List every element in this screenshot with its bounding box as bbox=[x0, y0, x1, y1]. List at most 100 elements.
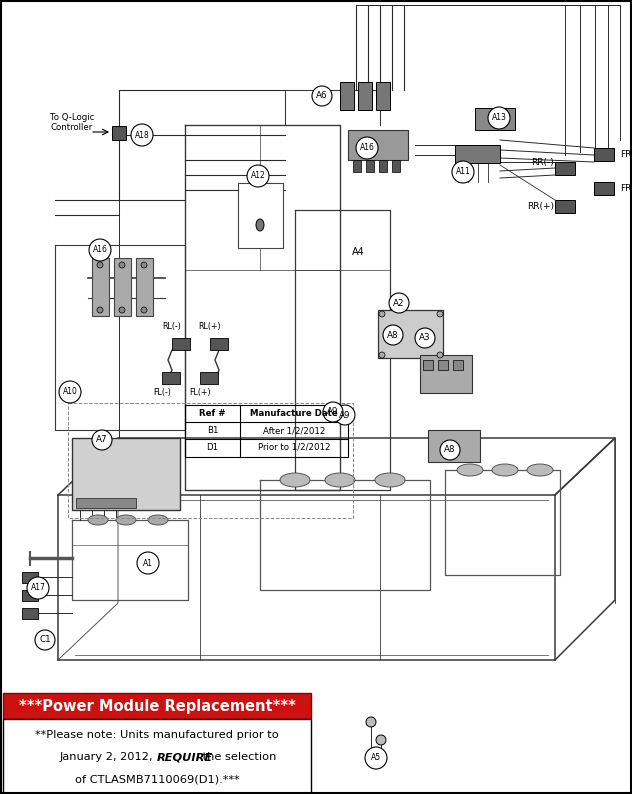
Circle shape bbox=[312, 86, 332, 106]
Ellipse shape bbox=[116, 515, 136, 525]
Text: A8: A8 bbox=[444, 445, 456, 454]
Text: **Please note: Units manufactured prior to: **Please note: Units manufactured prior … bbox=[35, 730, 279, 740]
Text: A3: A3 bbox=[419, 333, 431, 342]
Bar bbox=[162, 372, 180, 384]
Ellipse shape bbox=[375, 473, 405, 487]
Bar bbox=[348, 130, 408, 160]
Text: D1: D1 bbox=[207, 443, 219, 452]
Circle shape bbox=[97, 307, 103, 313]
Circle shape bbox=[335, 405, 355, 425]
Text: FL(+): FL(+) bbox=[189, 388, 211, 398]
Bar bbox=[420, 355, 472, 393]
Bar bbox=[200, 372, 218, 384]
Text: January 2, 2012,: January 2, 2012, bbox=[60, 752, 157, 762]
Circle shape bbox=[488, 107, 510, 129]
Text: A11: A11 bbox=[456, 168, 470, 176]
Text: A16: A16 bbox=[360, 144, 374, 152]
Text: A9: A9 bbox=[339, 410, 351, 419]
Text: Ref #: Ref # bbox=[199, 409, 226, 418]
Bar bbox=[22, 590, 38, 601]
Bar bbox=[22, 608, 38, 619]
Text: B1: B1 bbox=[207, 426, 218, 435]
Circle shape bbox=[452, 161, 474, 183]
Text: A18: A18 bbox=[135, 130, 149, 140]
Text: RL(-): RL(-) bbox=[162, 322, 181, 330]
Bar bbox=[340, 82, 354, 110]
Bar bbox=[114, 258, 131, 316]
Circle shape bbox=[437, 311, 443, 317]
Bar bbox=[366, 160, 374, 172]
Circle shape bbox=[376, 735, 386, 745]
Circle shape bbox=[141, 307, 147, 313]
Text: A8: A8 bbox=[387, 330, 399, 340]
Circle shape bbox=[366, 717, 376, 727]
Bar bbox=[455, 145, 500, 163]
Text: To Q-Logic: To Q-Logic bbox=[50, 113, 94, 121]
Bar bbox=[3, 719, 311, 794]
Text: ***Power Module Replacement***: ***Power Module Replacement*** bbox=[18, 699, 295, 714]
Ellipse shape bbox=[527, 464, 553, 476]
Text: A5: A5 bbox=[371, 754, 381, 762]
Circle shape bbox=[379, 352, 385, 358]
Bar bbox=[423, 360, 433, 370]
Bar bbox=[555, 162, 575, 175]
Text: C1: C1 bbox=[39, 635, 51, 645]
Text: A16: A16 bbox=[92, 245, 107, 255]
Ellipse shape bbox=[280, 473, 310, 487]
Circle shape bbox=[365, 747, 387, 769]
Ellipse shape bbox=[88, 515, 108, 525]
Circle shape bbox=[415, 328, 435, 348]
Text: A2: A2 bbox=[393, 299, 404, 307]
Circle shape bbox=[131, 124, 153, 146]
Text: RL(+): RL(+) bbox=[198, 322, 221, 330]
Bar bbox=[594, 182, 614, 195]
Text: FR(+): FR(+) bbox=[620, 183, 632, 192]
Ellipse shape bbox=[148, 515, 168, 525]
Bar bbox=[112, 126, 126, 140]
Bar bbox=[376, 82, 390, 110]
Bar bbox=[92, 258, 109, 316]
Text: FR(-): FR(-) bbox=[620, 149, 632, 159]
Circle shape bbox=[59, 381, 81, 403]
Circle shape bbox=[92, 430, 112, 450]
Text: A13: A13 bbox=[492, 114, 506, 122]
Circle shape bbox=[383, 325, 403, 345]
Circle shape bbox=[27, 577, 49, 599]
Bar bbox=[210, 338, 228, 350]
Text: of CTLASMB7110069(D1).***: of CTLASMB7110069(D1).*** bbox=[75, 774, 240, 784]
Bar bbox=[136, 258, 153, 316]
Text: A6: A6 bbox=[316, 91, 328, 101]
Text: the selection: the selection bbox=[199, 752, 276, 762]
Circle shape bbox=[323, 402, 343, 422]
Text: A1: A1 bbox=[143, 558, 153, 568]
Circle shape bbox=[35, 630, 55, 650]
Text: A12: A12 bbox=[251, 172, 265, 180]
Circle shape bbox=[141, 262, 147, 268]
Bar bbox=[22, 572, 38, 583]
Ellipse shape bbox=[256, 219, 264, 231]
Text: FL(-): FL(-) bbox=[153, 388, 171, 398]
Circle shape bbox=[440, 440, 460, 460]
Circle shape bbox=[379, 311, 385, 317]
Bar bbox=[453, 360, 463, 370]
Circle shape bbox=[247, 165, 269, 187]
Bar bbox=[379, 160, 387, 172]
Ellipse shape bbox=[457, 464, 483, 476]
Circle shape bbox=[137, 552, 159, 574]
Text: Controller: Controller bbox=[51, 122, 93, 132]
Bar bbox=[76, 498, 136, 508]
Bar bbox=[172, 338, 190, 350]
Text: A17: A17 bbox=[30, 584, 46, 592]
Text: RR(+): RR(+) bbox=[527, 202, 554, 211]
Circle shape bbox=[97, 262, 103, 268]
Text: REQUIRE: REQUIRE bbox=[157, 752, 213, 762]
Bar bbox=[68, 403, 353, 518]
Text: A4: A4 bbox=[351, 247, 365, 257]
Ellipse shape bbox=[492, 464, 518, 476]
Circle shape bbox=[119, 307, 125, 313]
Bar bbox=[3, 693, 311, 719]
Text: RR(-): RR(-) bbox=[532, 157, 554, 167]
Bar bbox=[392, 160, 400, 172]
Bar bbox=[475, 108, 515, 130]
Circle shape bbox=[356, 137, 378, 159]
